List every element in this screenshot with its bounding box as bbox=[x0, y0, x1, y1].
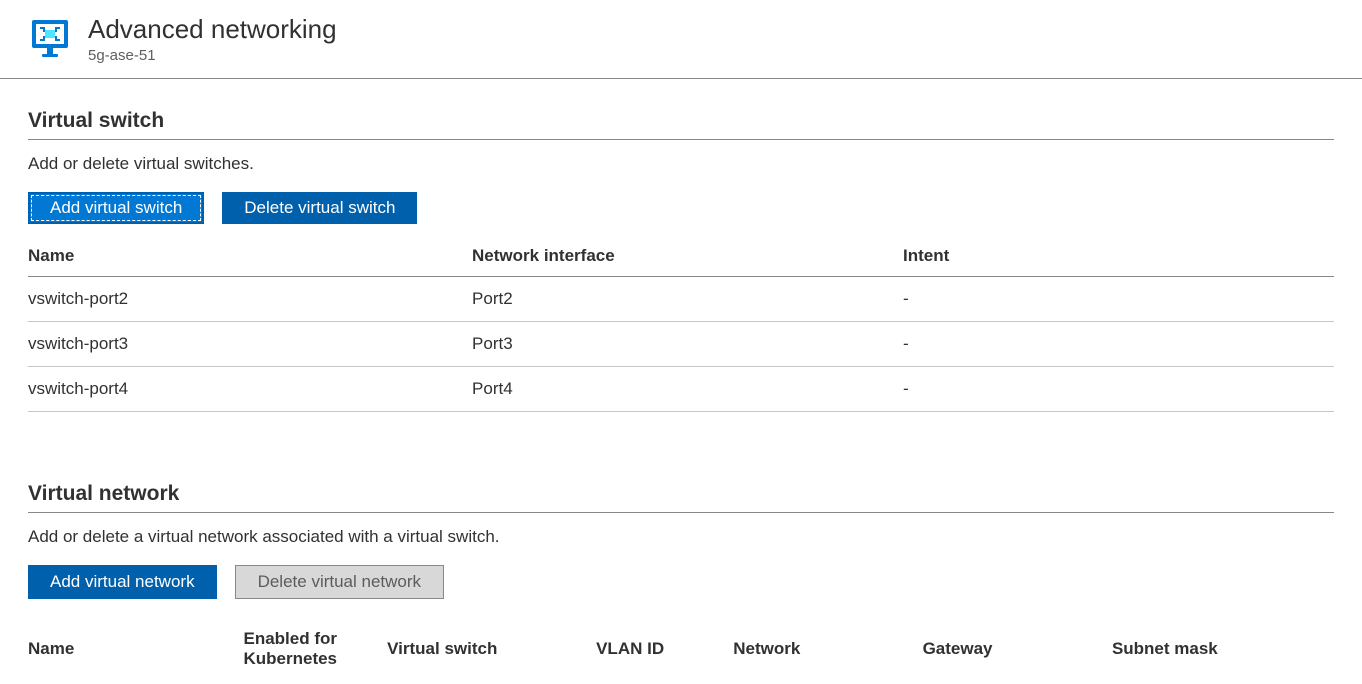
cell-name: vswitch-port4 bbox=[28, 367, 472, 412]
content-area: Virtual switch Add or delete virtual swi… bbox=[0, 109, 1362, 679]
cell-name: vswitch-port3 bbox=[28, 322, 472, 367]
virtual-switch-description: Add or delete virtual switches. bbox=[28, 154, 1334, 174]
cell-network-interface: Port4 bbox=[472, 367, 903, 412]
column-header-intent[interactable]: Intent bbox=[903, 234, 1334, 277]
virtual-switch-table: Name Network interface Intent vswitch-po… bbox=[28, 234, 1334, 412]
table-row[interactable]: vswitch-port2Port2- bbox=[28, 277, 1334, 322]
column-header-name[interactable]: Name bbox=[28, 234, 472, 277]
virtual-network-actions: Add virtual network Delete virtual netwo… bbox=[28, 565, 1334, 599]
column-header-gateway[interactable]: Gateway bbox=[923, 609, 1112, 679]
virtual-switch-section: Virtual switch Add or delete virtual swi… bbox=[28, 109, 1334, 412]
virtual-switch-title: Virtual switch bbox=[28, 109, 1334, 140]
table-row[interactable]: vswitch-port4Port4- bbox=[28, 367, 1334, 412]
page-subtitle: 5g-ase-51 bbox=[88, 47, 337, 64]
column-header-subnet-mask[interactable]: Subnet mask bbox=[1112, 609, 1334, 679]
cell-intent: - bbox=[903, 367, 1334, 412]
virtual-network-table: Name Enabled for Kubernetes Virtual swit… bbox=[28, 609, 1334, 679]
delete-virtual-switch-button[interactable]: Delete virtual switch bbox=[222, 192, 417, 224]
header-text-block: Advanced networking 5g-ase-51 bbox=[88, 14, 337, 64]
virtual-network-section: Virtual network Add or delete a virtual … bbox=[28, 482, 1334, 679]
column-header-network[interactable]: Network bbox=[733, 609, 922, 679]
column-header-vlan-id[interactable]: VLAN ID bbox=[596, 609, 733, 679]
page-header: Advanced networking 5g-ase-51 bbox=[0, 0, 1362, 79]
cell-intent: - bbox=[903, 277, 1334, 322]
virtual-switch-actions: Add virtual switch Delete virtual switch bbox=[28, 192, 1334, 224]
cell-network-interface: Port2 bbox=[472, 277, 903, 322]
delete-virtual-network-button: Delete virtual network bbox=[235, 565, 444, 599]
cell-network-interface: Port3 bbox=[472, 322, 903, 367]
table-header-row: Name Network interface Intent bbox=[28, 234, 1334, 277]
column-header-virtual-switch[interactable]: Virtual switch bbox=[387, 609, 596, 679]
table-header-row: Name Enabled for Kubernetes Virtual swit… bbox=[28, 609, 1334, 679]
page-title: Advanced networking bbox=[88, 14, 337, 45]
virtual-network-title: Virtual network bbox=[28, 482, 1334, 513]
add-virtual-network-button[interactable]: Add virtual network bbox=[28, 565, 217, 599]
cell-intent: - bbox=[903, 322, 1334, 367]
column-header-network-interface[interactable]: Network interface bbox=[472, 234, 903, 277]
table-row[interactable]: vswitch-port3Port3- bbox=[28, 322, 1334, 367]
cell-name: vswitch-port2 bbox=[28, 277, 472, 322]
column-header-name[interactable]: Name bbox=[28, 609, 243, 679]
add-virtual-switch-button[interactable]: Add virtual switch bbox=[28, 192, 204, 224]
column-header-enabled-kubernetes[interactable]: Enabled for Kubernetes bbox=[243, 609, 387, 679]
virtual-network-description: Add or delete a virtual network associat… bbox=[28, 527, 1334, 547]
networking-monitor-icon bbox=[28, 16, 72, 60]
